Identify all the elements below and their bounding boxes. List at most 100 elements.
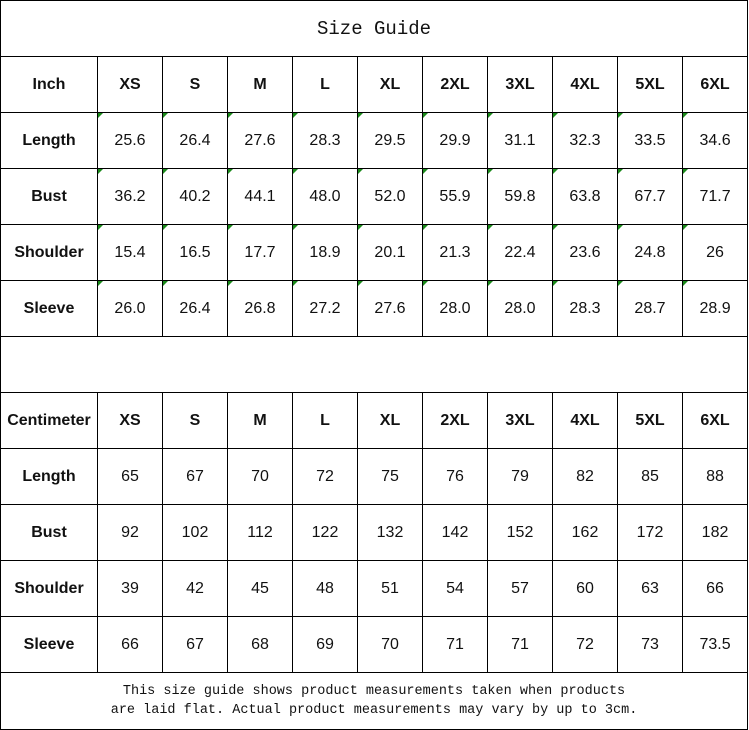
footer-row: This size guide shows product measuremen… (0, 672, 749, 730)
size-header: L (292, 392, 358, 449)
measurement-cell: 44.1 (227, 168, 293, 225)
measurement-label: Sleeve (0, 280, 98, 337)
size-header: XS (97, 56, 163, 113)
footer-line-1: This size guide shows product measuremen… (122, 684, 626, 699)
measurement-cell: 31.1 (487, 112, 553, 169)
measurement-cell: 182 (681, 504, 749, 561)
size-header: M (227, 56, 293, 113)
measurement-cell: 73 (617, 616, 683, 673)
measurement-cell: 42 (162, 560, 228, 617)
measurement-cell: 28.7 (617, 280, 683, 337)
measurement-cell: 67.7 (617, 168, 683, 225)
table-row: Length 65 67 70 72 75 76 79 82 85 88 (0, 448, 749, 505)
cm-header-row: Centimeter XS S M L XL 2XL 3XL 4XL 5XL 6XL (0, 392, 749, 449)
measurement-cell: 48.0 (292, 168, 358, 225)
size-header: L (292, 56, 358, 113)
measurement-cell: 82 (552, 448, 618, 505)
measurement-cell: 66 (97, 616, 163, 673)
measurement-cell: 18.9 (292, 224, 358, 281)
measurement-cell: 26 (681, 224, 749, 281)
measurement-cell: 26.8 (227, 280, 293, 337)
size-header: 6XL (681, 392, 749, 449)
measurement-cell: 24.8 (617, 224, 683, 281)
measurement-cell: 15.4 (97, 224, 163, 281)
table-row: Length 25.6 26.4 27.6 28.3 29.5 29.9 31.1 32.3 33… (0, 112, 749, 169)
measurement-cell: 27.2 (292, 280, 358, 337)
measurement-cell: 71 (487, 616, 553, 673)
measurement-cell: 16.5 (162, 224, 228, 281)
measurement-cell: 40.2 (162, 168, 228, 225)
measurement-cell: 33.5 (617, 112, 683, 169)
measurement-cell: 20.1 (357, 224, 423, 281)
footer-note: This size guide shows product measuremen… (0, 672, 749, 730)
measurement-cell: 29.5 (357, 112, 423, 169)
table-row: Shoulder 39 42 45 48 51 54 57 60 63 66 (0, 560, 749, 617)
size-header: 5XL (617, 392, 683, 449)
measurement-cell: 67 (162, 616, 228, 673)
size-header: 2XL (422, 56, 488, 113)
measurement-cell: 27.6 (227, 112, 293, 169)
measurement-cell: 28.0 (487, 280, 553, 337)
measurement-cell: 27.6 (357, 280, 423, 337)
table-row: Sleeve 66 67 68 69 70 71 71 72 73 73.5 (0, 616, 749, 673)
size-header: 3XL (487, 56, 553, 113)
measurement-cell: 72 (292, 448, 358, 505)
measurement-cell: 45 (227, 560, 293, 617)
size-header: M (227, 392, 293, 449)
measurement-label: Bust (0, 504, 98, 561)
measurement-cell: 26.4 (162, 112, 228, 169)
measurement-cell: 73.5 (681, 616, 749, 673)
measurement-cell: 102 (162, 504, 228, 561)
measurement-cell: 63.8 (552, 168, 618, 225)
measurement-cell: 152 (487, 504, 553, 561)
measurement-cell: 54 (422, 560, 488, 617)
measurement-label: Shoulder (0, 224, 98, 281)
spacer-cell (0, 336, 749, 393)
title-row: Size Guide (0, 0, 749, 57)
size-header: 2XL (422, 392, 488, 449)
measurement-cell: 72 (552, 616, 618, 673)
measurement-cell: 68 (227, 616, 293, 673)
measurement-cell: 122 (292, 504, 358, 561)
inch-unit-label: Inch (0, 56, 98, 113)
measurement-cell: 51 (357, 560, 423, 617)
measurement-cell: 142 (422, 504, 488, 561)
measurement-cell: 63 (617, 560, 683, 617)
measurement-cell: 22.4 (487, 224, 553, 281)
measurement-cell: 70 (227, 448, 293, 505)
footer-line-2: are laid flat. Actual product measuremen… (110, 703, 638, 718)
measurement-cell: 23.6 (552, 224, 618, 281)
size-header: 5XL (617, 56, 683, 113)
measurement-cell: 71.7 (681, 168, 749, 225)
measurement-cell: 25.6 (97, 112, 163, 169)
measurement-cell: 36.2 (97, 168, 163, 225)
measurement-cell: 67 (162, 448, 228, 505)
measurement-cell: 85 (617, 448, 683, 505)
size-header: 4XL (552, 56, 618, 113)
measurement-cell: 34.6 (681, 112, 749, 169)
spacer-row (0, 336, 749, 393)
inch-header-row: Inch XS S M L XL 2XL 3XL 4XL 5XL 6XL (0, 56, 749, 113)
measurement-cell: 162 (552, 504, 618, 561)
size-header: 6XL (681, 56, 749, 113)
measurement-cell: 28.9 (681, 280, 749, 337)
measurement-cell: 55.9 (422, 168, 488, 225)
table-row: Shoulder 15.4 16.5 17.7 18.9 20.1 21.3 22.4 23.6… (0, 224, 749, 281)
measurement-cell: 32.3 (552, 112, 618, 169)
measurement-cell: 26.0 (97, 280, 163, 337)
measurement-cell: 52.0 (357, 168, 423, 225)
table-row: Bust 36.2 40.2 44.1 48.0 52.0 55.9 59.8 63.8 67.7… (0, 168, 749, 225)
measurement-cell: 17.7 (227, 224, 293, 281)
measurement-cell: 28.3 (552, 280, 618, 337)
measurement-cell: 28.3 (292, 112, 358, 169)
measurement-cell: 92 (97, 504, 163, 561)
size-header: S (162, 392, 228, 449)
measurement-label: Shoulder (0, 560, 98, 617)
size-header: 4XL (552, 392, 618, 449)
measurement-label: Length (0, 112, 98, 169)
cm-unit-label: Centimeter (0, 392, 98, 449)
measurement-cell: 75 (357, 448, 423, 505)
measurement-cell: 172 (617, 504, 683, 561)
